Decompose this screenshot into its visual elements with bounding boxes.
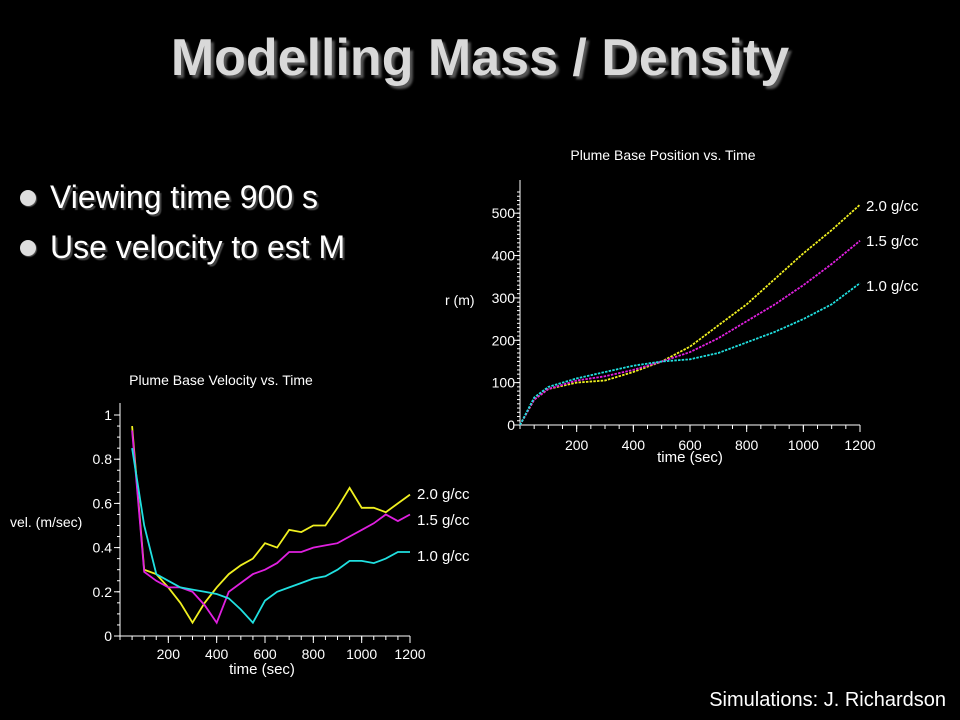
bullet-text: Viewing time 900 s xyxy=(50,179,318,215)
velocity-x-tick-label: 1000 xyxy=(346,646,377,662)
position-series-line xyxy=(519,240,861,426)
bullet-item: Use velocity to est M xyxy=(18,225,345,275)
position-y-tick-label: 500 xyxy=(492,205,516,221)
bullet-item: Viewing time 900 s xyxy=(18,175,345,225)
velocity-series-label: 1.5 g/cc xyxy=(417,512,470,529)
position-series-label: 2.0 g/cc xyxy=(866,198,919,215)
velocity-x-tick-label: 400 xyxy=(205,646,229,662)
velocity-y-axis-label: vel. (m/sec) xyxy=(10,514,82,530)
position-y-tick-label: 100 xyxy=(492,375,516,391)
bullet-dot-icon xyxy=(20,239,36,256)
position-x-tick-label: 400 xyxy=(622,437,646,453)
velocity-series-line xyxy=(131,447,410,625)
position-y-axis-label: r (m) xyxy=(445,292,475,308)
velocity-series-label: 1.0 g/cc xyxy=(417,548,470,565)
velocity-y-tick-label: 0 xyxy=(104,628,112,644)
position-x-tick-label: 1200 xyxy=(844,437,875,453)
position-y-tick-label: 0 xyxy=(507,417,515,433)
position-x-tick-label: 1000 xyxy=(788,437,819,453)
velocity-x-tick-label: 200 xyxy=(157,646,181,662)
position-chart-title: Plume Base Position vs. Time xyxy=(570,147,755,163)
bullet-dot-icon xyxy=(20,189,36,206)
bullet-text: Use velocity to est M xyxy=(50,229,346,265)
position-series-line xyxy=(519,282,861,426)
velocity-x-axis-label: time (sec) xyxy=(229,661,295,678)
bullet-list: Viewing time 900 s Use velocity to est M xyxy=(18,175,345,275)
position-series-label: 1.5 g/cc xyxy=(866,233,919,250)
position-y-tick-label: 200 xyxy=(492,332,516,348)
position-x-axis-label: time (sec) xyxy=(657,449,723,466)
velocity-y-tick-label: 0.2 xyxy=(93,584,113,600)
position-x-tick-label: 800 xyxy=(735,437,759,453)
position-y-tick-label: 400 xyxy=(492,248,516,264)
velocity-x-tick-label: 800 xyxy=(302,646,326,662)
position-series-line xyxy=(519,204,861,426)
velocity-series-line xyxy=(131,430,411,625)
velocity-y-tick-label: 0.6 xyxy=(93,495,113,511)
velocity-series-label: 2.0 g/cc xyxy=(417,486,470,503)
velocity-series-line xyxy=(131,426,411,625)
velocity-y-tick-label: 0.8 xyxy=(93,451,113,467)
credit-text: Simulations: J. Richardson xyxy=(709,689,946,711)
velocity-y-tick-label: 1 xyxy=(104,407,112,423)
velocity-chart-title: Plume Base Velocity vs. Time xyxy=(129,372,313,388)
position-series-label: 1.0 g/cc xyxy=(866,278,919,295)
velocity-y-tick-label: 0.4 xyxy=(93,540,113,556)
slide-title: Modelling Mass / Density xyxy=(170,29,790,87)
position-x-tick-label: 200 xyxy=(565,437,589,453)
position-y-tick-label: 300 xyxy=(492,290,516,306)
position-x-tick-label: 600 xyxy=(678,437,702,453)
velocity-x-tick-label: 600 xyxy=(253,646,277,662)
velocity-x-tick-label: 1200 xyxy=(394,646,425,662)
